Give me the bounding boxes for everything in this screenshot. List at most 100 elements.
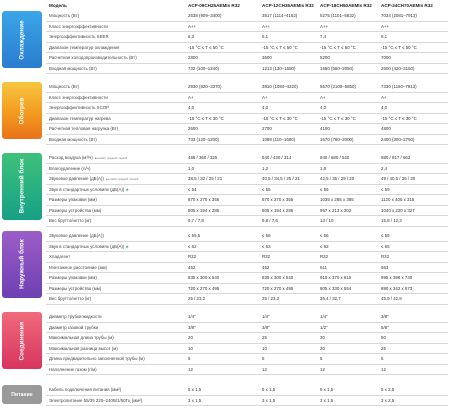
- row-label: Звуковое давление (дБ(A)) высокий / средн…: [49, 174, 185, 184]
- section-title-connections: Соединения: [18, 321, 26, 361]
- row-label: Расчетная тепловая нагрузка (Вт): [49, 124, 185, 134]
- row-label: Размеры упаковки (мм): [49, 195, 185, 205]
- row-label-text: Звуковое давление (дБ(A)): [49, 233, 104, 238]
- table-row: Размеры упаковки (мм) 870 x 270 x 355 870 …: [46, 195, 448, 206]
- row-label-text: Хладагент: [49, 254, 71, 260]
- table-row: Диаметр трубки жидкости 1/4" 1/4" 1/4" 3/8": [46, 312, 448, 323]
- section-outdoor-unit: Наружный блок Звуковое давление (дБ(A)) ≤…: [0, 231, 450, 305]
- table-cell: 805 x 194 x 285: [188, 207, 220, 213]
- table-cell: -15 °C ≤ T ≤ 30 °C: [188, 115, 224, 121]
- table-cell: 3 x 2,5: [381, 397, 395, 403]
- section-title-indoor-unit: Внутренний блок: [18, 159, 26, 214]
- table-cell: 805 x 194 x 285: [262, 207, 294, 213]
- table-cell: 4,0: [188, 105, 195, 111]
- table-cell: 25: [262, 335, 267, 341]
- table-cell: -15 °C ≤ T ≤ 50 °C: [320, 44, 356, 50]
- table-row: Расход воздуха (м³/ч) высокий / средний /…: [46, 153, 448, 164]
- table-cell: 12: [381, 366, 386, 372]
- section-rows: Расход воздуха (м³/ч) высокий / средний /…: [46, 153, 448, 227]
- table-cell: 540 / 430 / 314: [262, 155, 292, 160]
- section-title-outdoor-unit: Наружный блок: [18, 239, 26, 290]
- table-cell: 42,5 / 36 / 29 / 20: [320, 176, 355, 182]
- table-cell: 5 x 1,5: [320, 387, 334, 392]
- table-cell: A+: [262, 94, 268, 100]
- row-label-text: Влагоудаление (л/ч): [49, 165, 91, 171]
- row-label-text: Кабель подключения питания (мм²): [49, 387, 122, 392]
- table-cell: -15 °C ≤ T ≤ 30 °C: [262, 115, 298, 121]
- section-title-cooling: Охлаждение: [18, 19, 26, 60]
- table-cell: ≤ 55: [262, 186, 271, 192]
- table-cell: 4,0: [320, 105, 327, 111]
- table-cell: 12: [188, 366, 193, 372]
- model-label: Модель: [49, 3, 67, 8]
- table-cell: ≤ 56: [320, 186, 329, 192]
- row-label: Входная мощность (Вт): [49, 135, 185, 145]
- row-label-text: Мощность (Вт): [49, 13, 80, 18]
- row-label-text: Размеры устройства (мм): [49, 285, 102, 291]
- table-cell: 38,5 / 32 / 25 / 21: [188, 176, 223, 182]
- table-row: Класс энергоэффективности A+ A+ A+ A+: [46, 93, 448, 104]
- table-cell: 2930 (820–3370): [188, 84, 222, 89]
- table-cell: 50: [381, 335, 386, 341]
- section-band-power: Питание: [2, 385, 42, 405]
- table-cell: 45,9 / 42,9: [381, 296, 402, 302]
- row-label-text: Звук в стандартных условиях (дБ(A)): [49, 186, 125, 192]
- table-cell: A++: [188, 23, 197, 29]
- table-cell: 7034 (2081–7913): [381, 13, 417, 18]
- star-icon: ★: [125, 186, 129, 192]
- table-cell: 720 x 270 x 495: [188, 285, 220, 291]
- section-band-cooling: Охлаждение: [2, 11, 42, 69]
- section-band-connections: Соединения: [2, 312, 42, 370]
- row-label-text: Диапазон температур охлаждения: [49, 44, 120, 50]
- table-cell: 25 / 23,2: [188, 296, 206, 302]
- table-cell: 5/8": [381, 324, 389, 330]
- model-column-1: ACP-09CH25AEMIs R32: [188, 3, 240, 8]
- table-cell: 3/8": [262, 324, 270, 330]
- row-label: Диаметр трубки жидкости: [49, 312, 185, 322]
- row-label-text: Диаметр трубки жидкости: [49, 314, 102, 319]
- table-cell: ≤ 59: [381, 233, 390, 238]
- table-cell: A++: [320, 23, 329, 29]
- table-cell: 1040 x 220 x 327: [381, 207, 415, 213]
- row-label-text: Энергоэффективность SCOP: [49, 105, 110, 111]
- table-row: Звук в стандартных условиях (дБ(A))★ ≤ 62…: [46, 242, 448, 253]
- table-row: Входная мощность (Вт) 733 (120–1200) 1088 …: [46, 135, 448, 146]
- table-row: Размеры устройства (мм) 805 x 194 x 285 80…: [46, 206, 448, 217]
- row-label: Звук в стандартных условиях (дБ(A))★: [49, 242, 185, 252]
- row-label: Расчетная холодопроизводительность (Вт): [49, 53, 185, 63]
- row-label: Класс энергоэффективности: [49, 22, 185, 32]
- table-cell: 720 x 270 x 495: [262, 285, 294, 291]
- table-row: Хладагент R32 R32 R32 R32: [46, 252, 448, 263]
- table-cell: -15 °C ≤ T ≤ 30 °C: [381, 115, 417, 121]
- table-cell: 733 (120–1200): [188, 136, 220, 142]
- table-cell: -15 °C ≤ T ≤ 50 °C: [188, 44, 224, 50]
- table-row: Диапазон температур охлаждения -15 °C ≤ T…: [46, 43, 448, 54]
- row-label: Хладагент: [49, 252, 185, 262]
- table-cell: 3600: [262, 55, 272, 61]
- table-cell: 2,4: [381, 165, 388, 171]
- table-cell: 5: [188, 356, 191, 362]
- table-row: Энергоэффективность SEER 6,3 6,1 7,4 6,1: [46, 32, 448, 43]
- table-cell: 49 / 40,5 / 36 / 30: [381, 176, 416, 182]
- table-cell: 1,0: [188, 165, 195, 171]
- table-cell: 9,7 / 7,8: [188, 218, 204, 224]
- table-cell: 452: [262, 264, 270, 270]
- table-cell: 5 x 1,5: [262, 387, 276, 392]
- table-cell: 2700: [262, 126, 272, 132]
- table-cell: 6,1: [381, 34, 388, 40]
- table-cell: ≤ 56: [320, 233, 329, 238]
- table-cell: 1088 (110–1680): [262, 136, 296, 142]
- row-label: Мощность (Вт): [49, 11, 185, 21]
- row-label-note: высокий / средний / низкий: [105, 178, 139, 182]
- row-label: Диапазон температур нагрева: [49, 114, 185, 124]
- section-power: Питание Кабель подключения питания (мм²)…: [0, 385, 450, 407]
- row-label-text: Монтажное расстояние (мм): [49, 264, 107, 270]
- table-row: Монтажное расстояние (мм) 452 452 511 663: [46, 263, 448, 274]
- row-label: Диапазон температур охлаждения: [49, 43, 185, 53]
- row-label: Размеры устройства (мм): [49, 284, 185, 294]
- table-cell: 3 x 1,5: [320, 397, 334, 403]
- table-row: Диапазон температур нагрева -15 °C ≤ T ≤ …: [46, 114, 448, 125]
- table-cell: 9,8 / 7,6: [262, 218, 278, 224]
- table-cell: 732 (100–1240): [188, 65, 220, 71]
- table-cell: A+: [188, 94, 194, 100]
